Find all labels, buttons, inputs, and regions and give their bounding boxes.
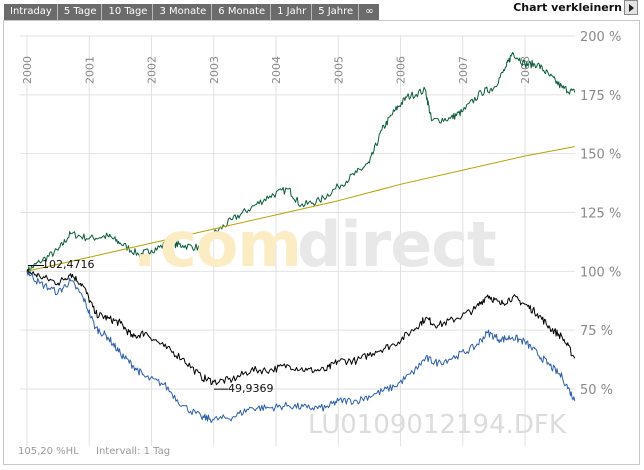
annotation-high: 102,4716 [42, 258, 95, 271]
annotation-low: 49,9369 [228, 382, 274, 395]
x-tick-label: 2004 [270, 56, 283, 84]
series-line-green [26, 52, 576, 275]
series-line-olive [26, 146, 575, 272]
tab-5-tage[interactable]: 5 Tage [58, 4, 103, 20]
interval-readout: Intervall: 1 Tag [96, 446, 171, 457]
watermark-direct: direct [297, 208, 497, 281]
watermark-dot: . [133, 208, 157, 281]
high-low-readout: 105,20 %HL [18, 446, 79, 457]
arrow-right-icon[interactable] [624, 0, 638, 15]
timeframe-tab-bar: Intraday 5 Tage 10 Tage 3 Monate 6 Monat… [0, 0, 644, 20]
tab-max[interactable]: ∞ [365, 6, 374, 17]
x-tick-label: 2005 [332, 56, 345, 84]
chart-shrink-link[interactable]: Chart verkleinern [513, 1, 622, 14]
y-tick-label: 50 % [580, 383, 613, 398]
tab-intraday[interactable]: Intraday [4, 4, 58, 20]
x-tick-label: 2000 [21, 56, 34, 84]
performance-chart: 200 % 175 % 150 % 125 % 100 % 75 % 50 % 2000 200… [20, 30, 621, 446]
watermark-com: com [160, 208, 302, 281]
tab-6-monate[interactable]: 6 Monate [212, 4, 272, 20]
y-tick-label: 175 % [580, 89, 621, 104]
y-tick-label: 150 % [580, 148, 621, 163]
y-tick-label: 200 % [580, 30, 621, 45]
x-tick-label: 2001 [83, 56, 96, 84]
x-tick-label: 2003 [208, 56, 221, 84]
isin-label: LU0109012194.DFK [308, 410, 566, 440]
tab-3-monate[interactable]: 3 Monate [153, 4, 213, 20]
tab-1-jahr[interactable]: 1 Jahr [271, 4, 313, 20]
tab-10-tage[interactable]: 10 Tage [102, 4, 154, 20]
series-line-blue [26, 271, 576, 424]
x-tick-label: 2006 [395, 56, 408, 84]
tab-5-jahre[interactable]: 5 Jahre [312, 4, 360, 20]
y-tick-label: 75 % [580, 324, 613, 339]
x-tick-label: 2007 [457, 56, 470, 84]
y-tick-label: 125 % [580, 207, 621, 222]
timeframe-tabs: Intraday 5 Tage 10 Tage 3 Monate 6 Monat… [4, 4, 379, 20]
x-tick-label: 2008 [519, 56, 532, 84]
x-tick-label: 2002 [146, 56, 159, 84]
y-tick-label: 100 % [580, 265, 621, 280]
series-line-black [26, 268, 576, 386]
